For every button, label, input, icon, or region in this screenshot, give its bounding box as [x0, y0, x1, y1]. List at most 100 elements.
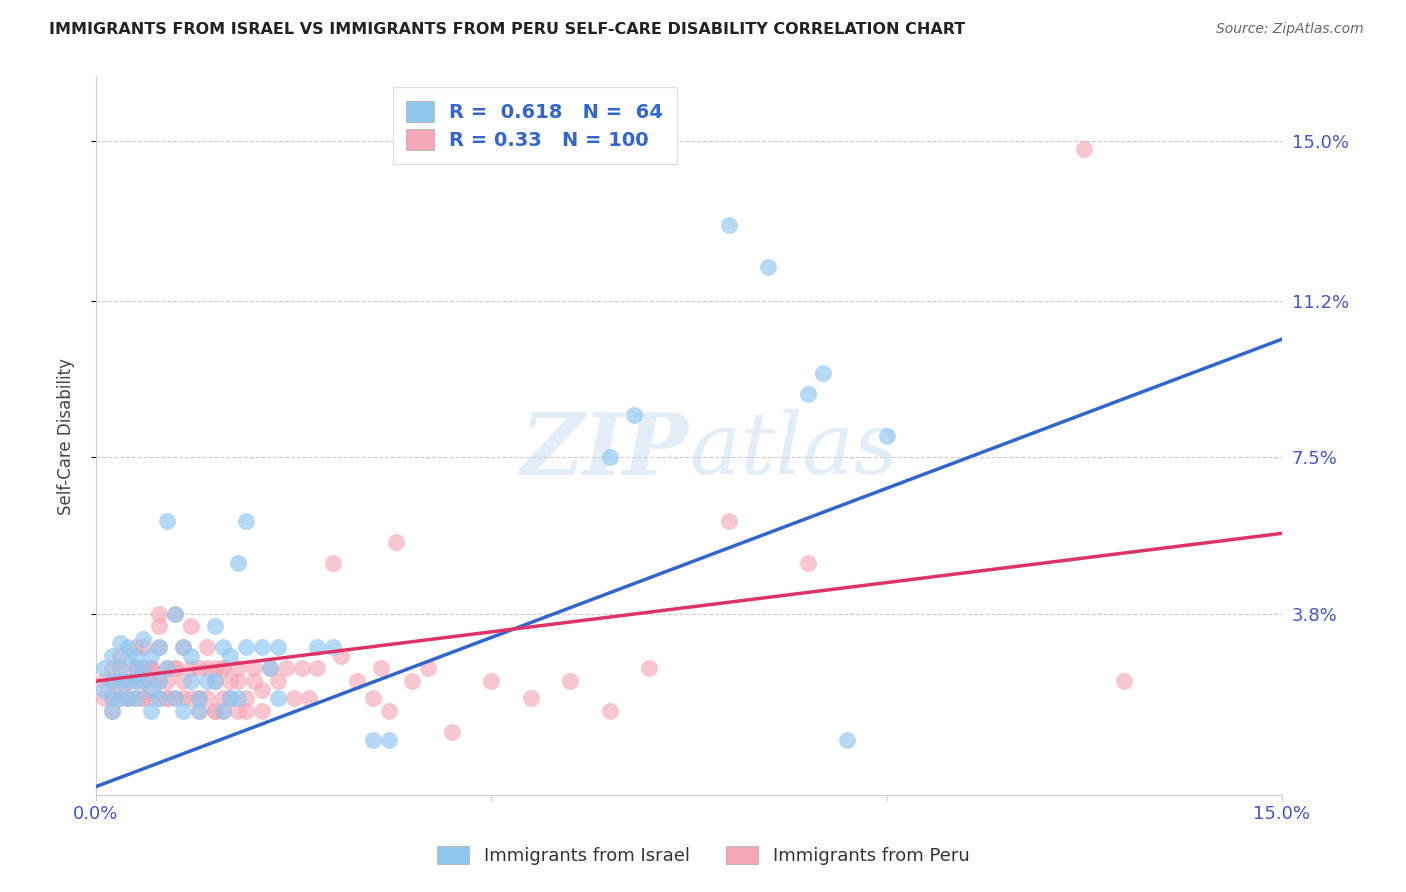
Text: Source: ZipAtlas.com: Source: ZipAtlas.com [1216, 22, 1364, 37]
Point [520, 690, 543, 705]
Point [117, 690, 139, 705]
Point [108, 690, 131, 705]
Point [165, 661, 187, 675]
Point [235, 704, 257, 718]
Point [377, 704, 399, 718]
Point [638, 661, 661, 675]
Point [195, 690, 218, 705]
Point [274, 661, 297, 675]
Point [165, 607, 187, 621]
Legend: Immigrants from Israel, Immigrants from Peru: Immigrants from Israel, Immigrants from … [427, 837, 979, 874]
Point [172, 640, 194, 655]
Point [148, 690, 170, 705]
Point [756, 260, 779, 275]
Point [385, 534, 408, 549]
Point [228, 674, 250, 689]
Point [416, 661, 439, 675]
Point [219, 674, 242, 689]
Point [211, 704, 233, 718]
Point [361, 690, 384, 705]
Point [117, 674, 139, 689]
Point [361, 733, 384, 747]
Point [132, 661, 155, 675]
Point [124, 690, 146, 705]
Point [228, 556, 250, 570]
Point [165, 690, 187, 705]
Point [132, 640, 155, 655]
Point [141, 674, 163, 689]
Point [124, 661, 146, 675]
Point [1073, 142, 1095, 156]
Point [148, 690, 170, 705]
Point [187, 661, 209, 675]
Point [172, 704, 194, 718]
Text: IMMIGRANTS FROM ISRAEL VS IMMIGRANTS FROM PERU SELF-CARE DISABILITY CORRELATION : IMMIGRANTS FROM ISRAEL VS IMMIGRANTS FRO… [49, 22, 966, 37]
Point [180, 690, 202, 705]
Point [141, 682, 163, 697]
Point [124, 661, 146, 675]
Point [108, 690, 131, 705]
Point [204, 704, 226, 718]
Point [187, 704, 209, 718]
Point [211, 661, 233, 675]
Point [235, 514, 257, 528]
Point [250, 704, 273, 718]
Text: ZIP: ZIP [522, 409, 689, 492]
Point [876, 429, 898, 443]
Point [204, 674, 226, 689]
Point [93, 690, 115, 705]
Point [717, 218, 740, 232]
Point [346, 674, 368, 689]
Point [165, 661, 187, 675]
Point [124, 674, 146, 689]
Point [479, 674, 502, 689]
Point [117, 674, 139, 689]
Point [124, 674, 146, 689]
Point [211, 704, 233, 718]
Point [560, 674, 582, 689]
Point [101, 690, 124, 705]
Point [243, 661, 266, 675]
Point [180, 674, 202, 689]
Point [219, 648, 242, 663]
Point [132, 661, 155, 675]
Point [141, 648, 163, 663]
Point [180, 661, 202, 675]
Point [599, 450, 621, 465]
Point [148, 640, 170, 655]
Point [141, 661, 163, 675]
Point [796, 556, 818, 570]
Point [101, 704, 124, 718]
Point [235, 690, 257, 705]
Point [101, 690, 124, 705]
Point [124, 648, 146, 663]
Point [195, 674, 218, 689]
Point [117, 648, 139, 663]
Point [180, 648, 202, 663]
Point [195, 640, 218, 655]
Point [101, 674, 124, 689]
Point [204, 704, 226, 718]
Point [307, 661, 329, 675]
Point [108, 661, 131, 675]
Point [156, 514, 179, 528]
Point [599, 704, 621, 718]
Point [219, 690, 242, 705]
Point [108, 682, 131, 697]
Point [141, 704, 163, 718]
Point [124, 640, 146, 655]
Point [141, 661, 163, 675]
Point [132, 632, 155, 646]
Point [204, 674, 226, 689]
Point [132, 674, 155, 689]
Point [243, 674, 266, 689]
Point [108, 674, 131, 689]
Point [132, 690, 155, 705]
Point [267, 674, 290, 689]
Point [93, 661, 115, 675]
Text: atlas: atlas [689, 409, 898, 492]
Point [401, 674, 423, 689]
Point [124, 661, 146, 675]
Point [717, 514, 740, 528]
Point [117, 690, 139, 705]
